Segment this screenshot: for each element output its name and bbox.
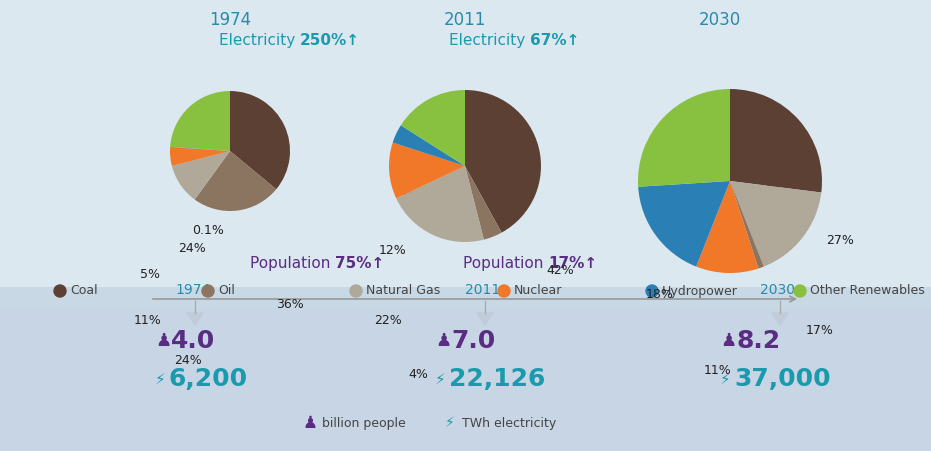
Text: ♟: ♟ xyxy=(720,332,736,350)
Text: 16%: 16% xyxy=(401,189,429,202)
Circle shape xyxy=(794,285,806,297)
Text: 2011: 2011 xyxy=(444,11,486,29)
Text: 36%: 36% xyxy=(277,299,304,312)
Wedge shape xyxy=(730,89,822,193)
Text: 24%: 24% xyxy=(178,241,206,254)
Wedge shape xyxy=(195,151,277,211)
Text: ♟: ♟ xyxy=(435,332,452,350)
Text: 18%: 18% xyxy=(646,289,674,302)
Text: 27%: 27% xyxy=(826,234,854,247)
Text: 4%: 4% xyxy=(420,164,440,176)
Text: 0.1%: 0.1% xyxy=(192,224,224,236)
Circle shape xyxy=(202,285,214,297)
Text: 4%: 4% xyxy=(408,368,428,382)
Text: Nuclear: Nuclear xyxy=(514,285,562,298)
Text: 4.0: 4.0 xyxy=(171,329,215,353)
Circle shape xyxy=(350,285,362,297)
Text: Other Renewables: Other Renewables xyxy=(810,285,924,298)
Text: 67%↑: 67%↑ xyxy=(530,33,579,48)
Wedge shape xyxy=(170,147,230,166)
Text: Natural Gas: Natural Gas xyxy=(366,285,440,298)
Text: 8.2: 8.2 xyxy=(736,329,780,353)
Text: 17%↑: 17%↑ xyxy=(548,256,597,271)
Text: ⚡: ⚡ xyxy=(155,372,166,387)
Polygon shape xyxy=(477,313,493,325)
Text: 37,000: 37,000 xyxy=(734,367,830,391)
Text: 6,200: 6,200 xyxy=(169,367,249,391)
Text: 11%: 11% xyxy=(134,313,162,327)
Text: 2030: 2030 xyxy=(699,11,741,29)
Wedge shape xyxy=(730,181,821,267)
Polygon shape xyxy=(187,313,203,325)
Text: 7.0: 7.0 xyxy=(451,329,495,353)
Text: 24%: 24% xyxy=(174,354,202,367)
Wedge shape xyxy=(230,91,290,189)
Text: Population: Population xyxy=(463,256,548,271)
Text: Oil: Oil xyxy=(218,285,235,298)
Wedge shape xyxy=(465,166,502,239)
Wedge shape xyxy=(401,90,465,166)
Circle shape xyxy=(498,285,510,297)
Wedge shape xyxy=(170,147,230,151)
Text: 1%: 1% xyxy=(765,184,785,197)
Text: 11%: 11% xyxy=(704,364,732,377)
Circle shape xyxy=(646,285,658,297)
Text: 12%: 12% xyxy=(379,244,407,257)
Text: billion people: billion people xyxy=(322,417,406,429)
Text: 5%: 5% xyxy=(140,268,160,281)
Wedge shape xyxy=(465,90,541,233)
Text: ♟: ♟ xyxy=(155,332,171,350)
Text: Electricity: Electricity xyxy=(449,33,530,48)
FancyBboxPatch shape xyxy=(0,309,931,451)
Text: Population: Population xyxy=(250,256,335,271)
Wedge shape xyxy=(696,181,759,273)
Text: 75%↑: 75%↑ xyxy=(335,256,385,271)
Wedge shape xyxy=(638,89,730,187)
Text: 17%: 17% xyxy=(806,323,834,336)
Text: Coal: Coal xyxy=(70,285,98,298)
Text: ⚡: ⚡ xyxy=(445,416,455,430)
Wedge shape xyxy=(172,151,230,199)
FancyBboxPatch shape xyxy=(0,287,931,309)
Text: ⚡: ⚡ xyxy=(720,372,731,387)
Text: ♟: ♟ xyxy=(303,414,317,432)
Text: 22,126: 22,126 xyxy=(449,367,546,391)
Text: 22%: 22% xyxy=(374,313,402,327)
Circle shape xyxy=(54,285,66,297)
Text: 250%↑: 250%↑ xyxy=(300,33,360,48)
Text: 26%: 26% xyxy=(686,169,714,181)
Wedge shape xyxy=(638,181,730,267)
FancyBboxPatch shape xyxy=(10,40,921,310)
Wedge shape xyxy=(393,125,465,166)
Text: 1974: 1974 xyxy=(175,283,210,297)
Wedge shape xyxy=(170,91,230,151)
Text: Electricity: Electricity xyxy=(219,33,300,48)
Text: 2011: 2011 xyxy=(465,283,500,297)
Text: 1974: 1974 xyxy=(209,11,251,29)
Polygon shape xyxy=(772,313,788,325)
Wedge shape xyxy=(397,166,484,242)
Text: 2030: 2030 xyxy=(760,283,795,297)
Text: Hydropower: Hydropower xyxy=(662,285,738,298)
Text: TWh electricity: TWh electricity xyxy=(462,417,556,429)
Text: ⚡: ⚡ xyxy=(435,372,446,387)
Text: 42%: 42% xyxy=(546,263,573,276)
Wedge shape xyxy=(389,143,465,198)
Wedge shape xyxy=(730,181,763,268)
